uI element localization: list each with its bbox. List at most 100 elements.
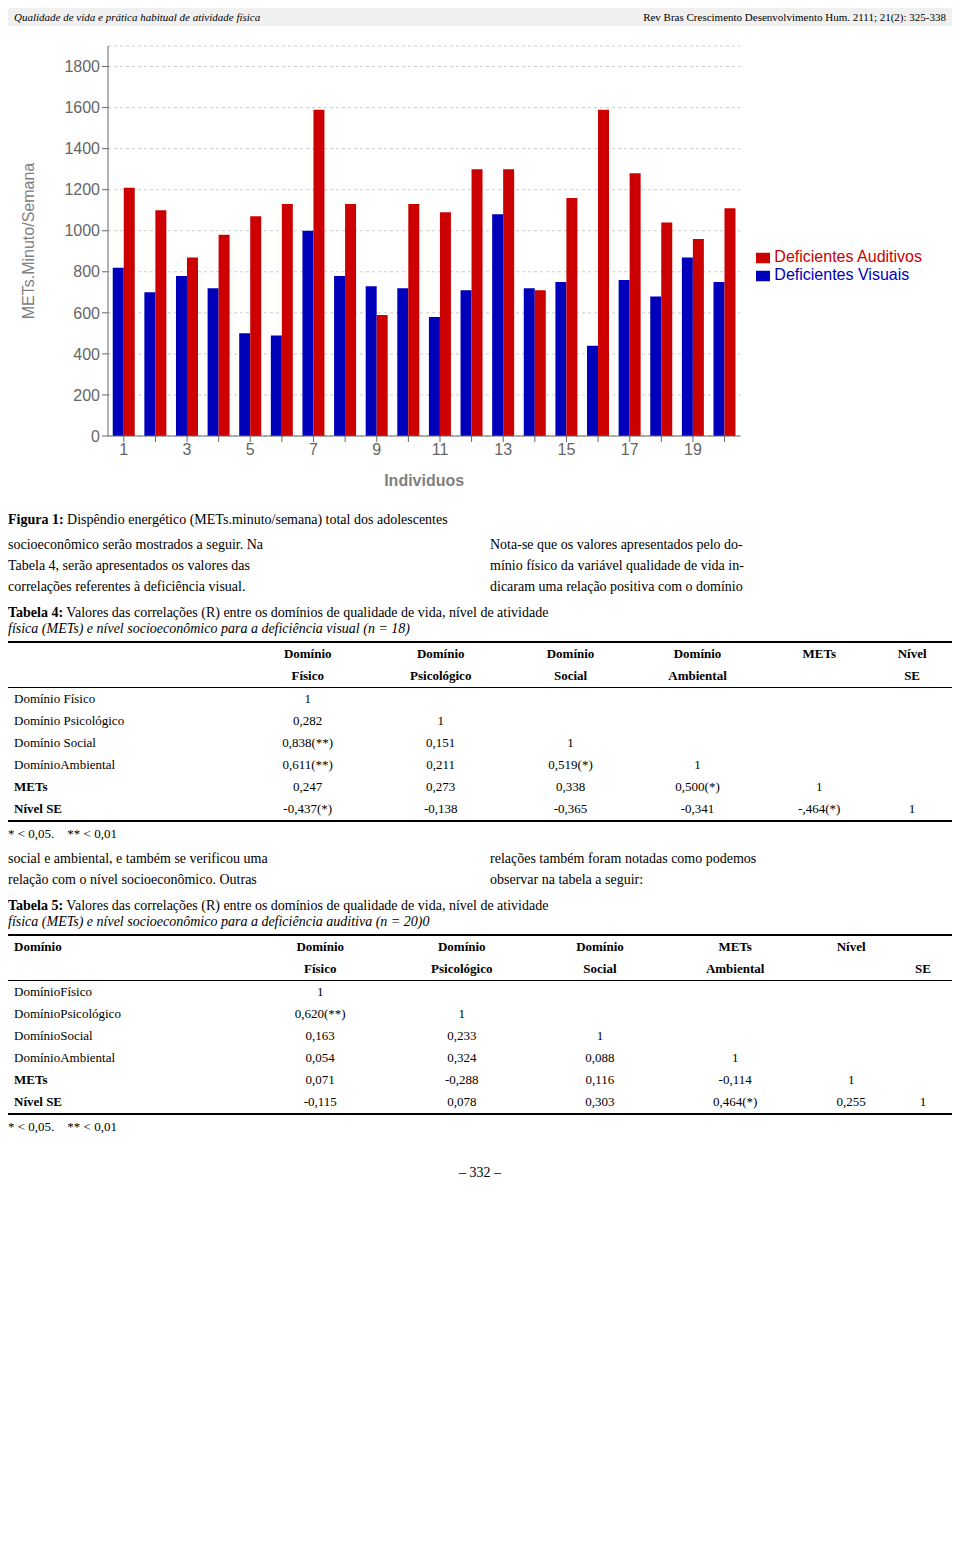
html-text:0,211: 0,211 (426, 757, 456, 772)
html-text:-0,341: -0,341 (680, 801, 715, 816)
html-text:0,247: 0,247 (293, 779, 323, 794)
html-text:METs: METs (718, 939, 752, 954)
html-text:-0,138: -0,138 (423, 801, 458, 816)
svg-text:15: 15 (558, 441, 576, 458)
html-text:Nível SE: Nível SE (14, 1094, 62, 1109)
html-text:METs: METs (14, 1072, 48, 1087)
svg-text:13: 13 (494, 441, 512, 458)
svg-text:1400: 1400 (64, 140, 100, 157)
svg-text:1: 1 (119, 441, 128, 458)
html-text:0,088: 0,088 (585, 1050, 615, 1065)
html-text:DomínioAmbiental: DomínioAmbiental (14, 1050, 116, 1065)
html-text:Nível: Nível (836, 939, 866, 954)
html-text:0,338: 0,338 (555, 779, 586, 794)
html-text:0,324: 0,324 (447, 1050, 477, 1065)
html-text:Ambiental: Ambiental (705, 961, 765, 976)
html-text:Domínio Social: Domínio Social (14, 735, 96, 750)
html-text:0,273: 0,273 (426, 779, 456, 794)
html-text:física (METs) e nível socioeco: física (METs) e nível socioeconômico par… (8, 621, 410, 636)
html-text:* < 0,05. ** < 0,01: * < 0,05. ** < 0,01 (8, 826, 117, 841)
html-text:Domínio: Domínio (14, 939, 62, 954)
html-text:Nível SE: Nível SE (14, 801, 62, 816)
html-text:METs: METs (14, 779, 48, 794)
html-text:DomínioFísico: DomínioFísico (14, 984, 92, 999)
svg-text:5: 5 (246, 441, 255, 458)
html-text:0,303: 0,303 (585, 1094, 615, 1109)
html-text:0,282: 0,282 (293, 713, 323, 728)
html-text:Figura 1: Dispêndio energético: Figura 1: Dispêndio energético (METs.min… (8, 512, 448, 527)
html-text:Tabela 5: Valores das correlaç: Tabela 5: Valores das correlações (R) en… (8, 898, 549, 913)
svg-text:400: 400 (73, 346, 100, 363)
svg-text:11: 11 (432, 441, 449, 458)
html-text:-,464(*): -,464(*) (798, 801, 841, 816)
html-text:Físico: Físico (291, 668, 324, 683)
svg-text:METs.Minuto/Semana: METs.Minuto/Semana (20, 163, 37, 320)
html-text:0,519(*): 0,519(*) (548, 757, 593, 772)
html-text:Tabela 4: Valores das correlaç: Tabela 4: Valores das correlações (R) en… (8, 605, 549, 620)
html-text:Social: Social (553, 668, 588, 683)
html-text:social e ambiental, e também s: social e ambiental, e também se verifico… (8, 851, 268, 887)
html-text:Domínio Psicológico: Domínio Psicológico (14, 713, 125, 728)
svg-text:1600: 1600 (64, 99, 100, 116)
html-text:Psicológico: Psicológico (431, 961, 493, 976)
html-text:0,078: 0,078 (447, 1094, 477, 1109)
svg-text:9: 9 (372, 441, 381, 458)
svg-text:17: 17 (621, 441, 639, 458)
html-text:Domínio: Domínio (576, 939, 624, 954)
html-text:Ambiental: Ambiental (668, 668, 727, 683)
html-text:física (METs) e nível socioeco: física (METs) e nível socioeconômico par… (8, 914, 430, 929)
svg-text:1800: 1800 (64, 58, 100, 75)
html-text:Domínio: Domínio (438, 939, 486, 954)
html-text:DomínioAmbiental: DomínioAmbiental (14, 757, 116, 772)
svg-text:3: 3 (183, 441, 192, 458)
html-text:Psicológico: Psicológico (410, 668, 472, 683)
html-text:-0,288: -0,288 (445, 1072, 479, 1087)
html-text:-0,115: -0,115 (303, 1094, 337, 1109)
html-text:0,500(*): 0,500(*) (675, 779, 720, 794)
svg-text:600: 600 (73, 305, 100, 322)
html-text:DomínioPsicológico: DomínioPsicológico (14, 1006, 121, 1021)
html-text:0,255: 0,255 (836, 1094, 866, 1109)
svg-text:800: 800 (73, 263, 100, 280)
html-text:0,611(**): 0,611(**) (282, 757, 333, 772)
html-text:Nota-se que os valores apresen: Nota-se que os valores apresentados pelo… (490, 537, 744, 594)
html-text:Deficientes Visuais: Deficientes Visuais (774, 266, 910, 283)
svg-text:0: 0 (91, 428, 100, 445)
html-text:-0,365: -0,365 (553, 801, 588, 816)
html-text:0,151: 0,151 (426, 735, 456, 750)
svg-text:19: 19 (684, 441, 702, 458)
html-text:Físico: Físico (304, 961, 337, 976)
html-text:-0,114: -0,114 (718, 1072, 752, 1087)
html-text:Domínio Físico: Domínio Físico (14, 691, 96, 706)
html-text:DomínioSocial: DomínioSocial (14, 1028, 93, 1043)
html-text:relações também foram notadas: relações também foram notadas como podem… (490, 851, 757, 887)
html-text:* < 0,05. ** < 0,01: * < 0,05. ** < 0,01 (8, 1119, 117, 1134)
html-text:0,233: 0,233 (447, 1028, 477, 1043)
html-text:– 332 –: – 332 – (459, 1165, 501, 1180)
html-text:Social: Social (583, 961, 617, 976)
html-text:Domínio: Domínio (296, 939, 345, 954)
svg-text:7: 7 (309, 441, 318, 458)
svg-text:1200: 1200 (64, 181, 100, 198)
html-text:0,464(*): 0,464(*) (712, 1094, 758, 1109)
svg-text:Individuos: Individuos (384, 472, 464, 489)
html-text:0,620(**): 0,620(**) (294, 1006, 346, 1021)
html-text:-0,437(*): -0,437(*) (283, 801, 333, 816)
html-text:0,838(**): 0,838(**) (282, 735, 334, 750)
html-text:Domínio: Domínio (546, 646, 595, 661)
svg-text:1000: 1000 (64, 222, 100, 239)
html-text:0,116: 0,116 (585, 1072, 615, 1087)
html-text:0,054: 0,054 (305, 1050, 335, 1065)
html-text:METs: METs (802, 646, 836, 661)
html-text:0,071: 0,071 (305, 1072, 335, 1087)
html-text:Domínio: Domínio (673, 646, 722, 661)
html-text:SE: SE (915, 961, 931, 976)
html-text:Deficientes Auditivos: Deficientes Auditivos (774, 248, 922, 265)
html-text:Domínio: Domínio (283, 646, 332, 661)
html-text:Domínio: Domínio (416, 646, 465, 661)
html-text:0,163: 0,163 (305, 1028, 335, 1043)
html-text:Nível: Nível (897, 646, 927, 661)
html-text:SE: SE (904, 668, 920, 683)
html-text:socioeconômico serão mostrados: socioeconômico serão mostrados a seguir.… (8, 537, 263, 594)
svg-text:200: 200 (73, 387, 100, 404)
